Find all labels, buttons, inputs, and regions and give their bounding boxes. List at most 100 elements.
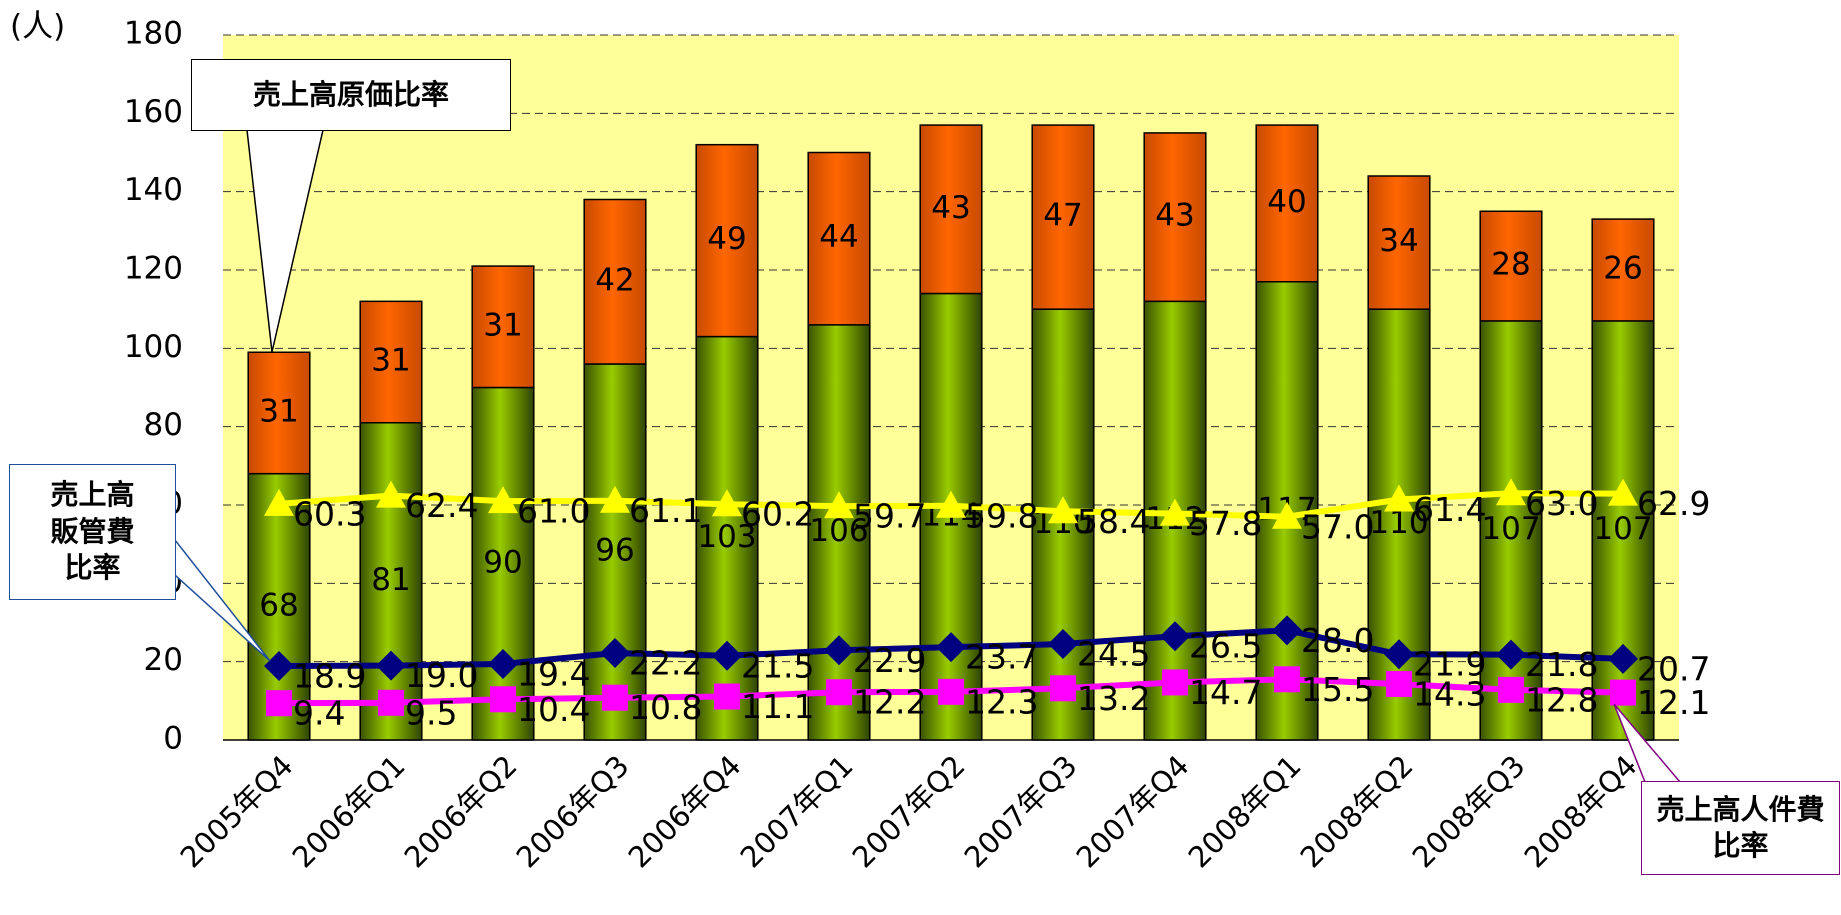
data-label: 61.0 bbox=[517, 492, 590, 531]
bar-segment bbox=[583, 363, 647, 741]
x-tick-label: 2007年Q4 bbox=[1070, 749, 1196, 875]
data-label: 10.4 bbox=[517, 690, 590, 729]
marker bbox=[1160, 621, 1190, 652]
marker bbox=[936, 490, 966, 518]
callout: 売上高販管費比率 bbox=[9, 464, 176, 600]
marker bbox=[266, 690, 292, 717]
marker bbox=[1386, 670, 1412, 697]
marker bbox=[264, 650, 294, 681]
bar-label: 106 bbox=[809, 513, 868, 549]
marker bbox=[936, 632, 966, 663]
data-label: 23.7 bbox=[965, 638, 1038, 677]
data-label: 11.1 bbox=[741, 687, 814, 726]
bar-segment bbox=[807, 151, 871, 326]
bar-label: 34 bbox=[1379, 223, 1418, 259]
data-label: 22.9 bbox=[853, 641, 926, 680]
x-tick-label: 2008年Q3 bbox=[1406, 749, 1532, 875]
data-label: 21.9 bbox=[1413, 645, 1486, 684]
marker bbox=[824, 635, 854, 666]
marker bbox=[376, 480, 406, 508]
data-label: 10.8 bbox=[629, 688, 702, 727]
data-label: 18.9 bbox=[293, 656, 366, 695]
data-label: 62.4 bbox=[405, 486, 478, 525]
bar-segment bbox=[1031, 308, 1095, 741]
marker bbox=[712, 489, 742, 517]
y-tick-label: 180 bbox=[124, 16, 183, 52]
marker bbox=[938, 678, 964, 705]
y-tick-label: 120 bbox=[124, 251, 183, 287]
data-label: 59.7 bbox=[853, 497, 926, 536]
marker bbox=[714, 683, 740, 710]
marker bbox=[1048, 496, 1078, 524]
bar-segment bbox=[583, 198, 647, 365]
marker bbox=[1160, 498, 1190, 526]
data-label: 63.0 bbox=[1525, 484, 1598, 523]
bar-label: 31 bbox=[483, 307, 522, 343]
marker bbox=[712, 640, 742, 671]
bar-label: 107 bbox=[1481, 511, 1540, 547]
data-label: 12.1 bbox=[1637, 683, 1710, 722]
data-label: 14.3 bbox=[1413, 674, 1486, 713]
marker bbox=[376, 650, 406, 681]
bar-segment bbox=[1479, 210, 1543, 322]
x-tick-label: 2005年Q4 bbox=[174, 749, 300, 875]
data-label: 19.0 bbox=[405, 656, 478, 695]
data-label: 22.2 bbox=[629, 644, 702, 683]
bar-label: 44 bbox=[819, 219, 858, 255]
bar-segment bbox=[471, 265, 535, 389]
data-label: 61.4 bbox=[1413, 490, 1486, 529]
y-tick-label: 140 bbox=[124, 172, 183, 208]
marker bbox=[1608, 643, 1638, 674]
bar-segment bbox=[1479, 320, 1543, 741]
bar-label: 43 bbox=[1155, 198, 1194, 234]
data-label: 60.2 bbox=[741, 495, 814, 534]
data-label: 60.3 bbox=[293, 494, 366, 533]
x-tick-label: 2006年Q1 bbox=[286, 749, 412, 875]
bar-segment bbox=[695, 335, 759, 741]
bar-segment bbox=[807, 324, 871, 741]
bar-label: 107 bbox=[1593, 511, 1652, 547]
bar-label: 31 bbox=[371, 343, 410, 379]
marker bbox=[1162, 669, 1188, 696]
marker bbox=[1610, 679, 1636, 706]
bar-segment bbox=[695, 143, 759, 338]
marker bbox=[824, 491, 854, 519]
bar-label: 42 bbox=[595, 262, 634, 298]
bar-label: 81 bbox=[371, 562, 410, 598]
data-label: 15.5 bbox=[1301, 670, 1374, 709]
bar-label: 68 bbox=[259, 587, 298, 623]
data-label: 20.7 bbox=[1637, 649, 1710, 688]
y-axis-label: (人) bbox=[10, 9, 65, 45]
bar-label: 96 bbox=[595, 533, 634, 569]
bar-label: 26 bbox=[1603, 251, 1642, 287]
bar-label: 103 bbox=[697, 519, 756, 555]
x-tick-label: 2008年Q2 bbox=[1294, 749, 1420, 875]
data-label: 24.5 bbox=[1077, 635, 1150, 674]
marker bbox=[488, 486, 518, 514]
data-label: 9.5 bbox=[405, 693, 457, 732]
marker bbox=[1272, 615, 1302, 646]
bar-label: 49 bbox=[707, 221, 746, 257]
bar-label: 47 bbox=[1043, 198, 1082, 234]
callout: 売上高人件費比率 bbox=[1641, 781, 1840, 875]
marker bbox=[1050, 675, 1076, 702]
bar-label: 31 bbox=[259, 393, 298, 429]
data-label: 59.8 bbox=[965, 496, 1038, 535]
data-label: 14.7 bbox=[1189, 673, 1262, 712]
y-tick-label: 20 bbox=[144, 642, 183, 678]
y-tick-label: 160 bbox=[124, 94, 183, 130]
marker bbox=[1384, 484, 1414, 512]
plot: 02040608010012014016018068312005年Q481312… bbox=[124, 16, 1711, 875]
marker bbox=[1274, 666, 1300, 693]
marker bbox=[490, 686, 516, 713]
data-label: 62.9 bbox=[1637, 484, 1710, 523]
bar-segment bbox=[247, 351, 311, 475]
marker bbox=[1608, 478, 1638, 506]
x-tick-label: 2007年Q2 bbox=[846, 749, 972, 875]
bar-label: 43 bbox=[931, 190, 970, 226]
bar-segment bbox=[359, 300, 423, 424]
data-label: 9.4 bbox=[293, 694, 345, 733]
data-label: 28.0 bbox=[1301, 621, 1374, 660]
marker bbox=[1384, 639, 1414, 670]
